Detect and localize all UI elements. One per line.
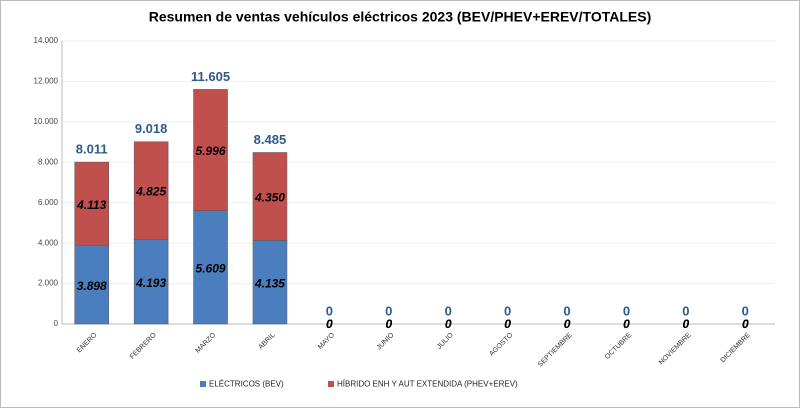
total-label: 0 [326,303,333,318]
y-tick-label: 4.000 [38,238,59,247]
segment-label: 0 [326,317,333,331]
bar-segment [193,210,228,325]
legend-swatch [200,381,206,387]
segment-label: 0 [385,317,392,331]
segment-label: 4.113 [76,198,106,212]
y-tick-label: 10.000 [34,117,59,126]
y-tick-label: 14.000 [34,36,59,45]
segment-label: 0 [683,317,690,331]
y-tick-label: 0 [54,319,59,328]
y-tick-label: 12.000 [34,77,59,86]
y-tick-label: 2.000 [38,279,59,288]
total-label: 0 [504,303,511,318]
segment-label: 0 [683,317,690,331]
total-label: 9.018 [135,121,168,136]
total-label: 0 [682,303,689,318]
total-label: 0 [623,303,630,318]
segment-label: 4.135 [254,276,285,290]
bar-segment [252,152,288,241]
bar-segment [74,244,109,325]
total-label: 8.485 [254,132,287,147]
legend-swatch [328,381,334,387]
segment-label: 0 [623,317,630,331]
legend-label: HÍBRIDO ENH Y AUT EXTENDIDA (PHEV+EREV) [337,380,518,389]
segment-label: 4.825 [135,185,166,199]
segment-label: 4.193 [135,276,166,290]
chart-title: Resumen de ventas vehículos eléctricos 2… [149,9,652,25]
legend-label: ELÉCTRICOS (BEV) [209,380,284,389]
total-label: 0 [385,303,392,318]
segment-label: 0 [445,317,452,331]
segment-label: 5.609 [196,261,226,275]
total-label: 8.011 [76,142,108,157]
bar-segment [74,161,109,246]
segment-label: 0 [326,317,333,331]
y-tick-label: 6.000 [38,198,59,207]
segment-label: 0 [445,317,452,331]
segment-label: 3.898 [77,279,107,293]
segment-label: 0 [504,317,511,331]
y-tick-label: 8.000 [38,157,59,166]
segment-label: 5.996 [196,144,226,158]
total-label: 0 [742,303,749,318]
bar-segment [133,238,169,325]
total-label: 0 [563,303,570,318]
bar-segment [193,89,228,211]
segment-label: 0 [623,317,630,331]
segment-label: 0 [742,317,749,331]
segment-label: 0 [504,317,511,331]
segment-label: 0 [385,317,392,331]
segment-label: 4.350 [254,191,285,205]
total-label: 11.605 [191,69,230,84]
bar-segment [133,141,169,240]
total-label: 0 [445,303,452,318]
segment-label: 0 [564,317,571,331]
segment-label: 0 [564,317,571,331]
segment-label: 0 [742,317,749,331]
